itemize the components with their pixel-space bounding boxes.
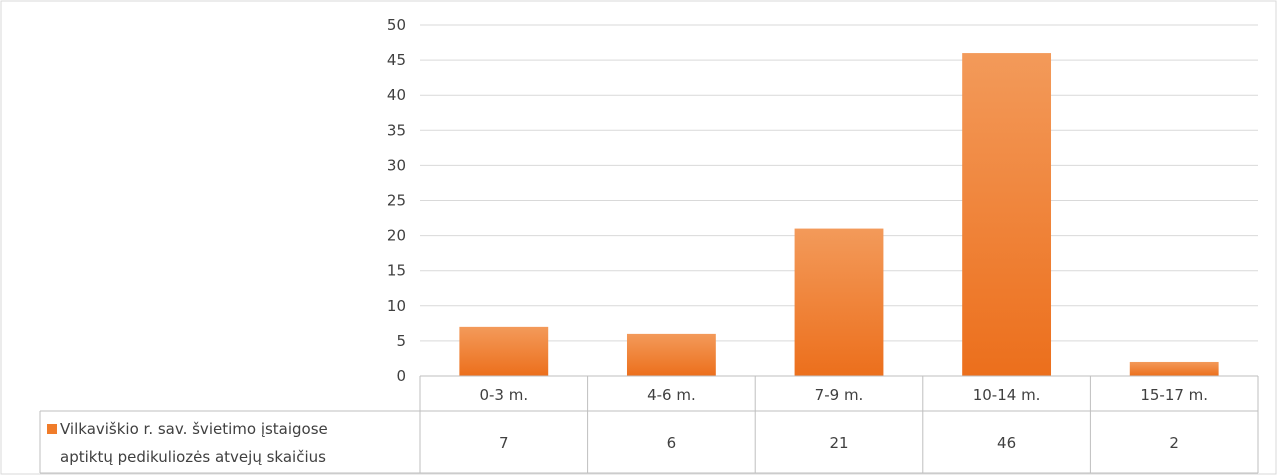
value-label: 46: [997, 434, 1016, 452]
category-label: 4-6 m.: [647, 386, 696, 404]
bar: [1129, 361, 1219, 376]
category-label: 0-3 m.: [479, 386, 528, 404]
y-tick-label: 15: [387, 262, 406, 280]
legend-series-name: Vilkaviškio r. sav. švietimo įstaigose: [60, 420, 328, 438]
legend-series-name: aptiktų pedikuliozės atvejų skaičius: [60, 448, 326, 466]
category-label: 7-9 m.: [815, 386, 864, 404]
legend-swatch: [47, 424, 57, 434]
bar: [459, 326, 549, 376]
bar: [962, 53, 1052, 377]
y-axis-ticks: 0 5 10 15 20 25 30 35 40 45 50: [387, 16, 406, 385]
y-tick-label: 10: [387, 297, 406, 315]
value-label: 6: [667, 434, 677, 452]
value-label: 21: [829, 434, 848, 452]
y-tick-label: 30: [387, 156, 406, 174]
value-label: 2: [1169, 434, 1179, 452]
y-tick-label: 20: [387, 227, 406, 245]
bars: [459, 53, 1219, 377]
y-tick-label: 25: [387, 192, 406, 210]
y-tick-label: 50: [387, 16, 406, 34]
value-label: 7: [499, 434, 509, 452]
category-label: 10-14 m.: [973, 386, 1041, 404]
bar: [626, 333, 716, 376]
y-tick-label: 0: [396, 367, 406, 385]
bar: [794, 228, 884, 376]
data-table: 0-3 m. 4-6 m. 7-9 m. 10-14 m. 15-17 m. 7 6 21 46…: [39, 375, 1259, 474]
y-tick-label: 5: [396, 332, 406, 350]
y-tick-label: 35: [387, 121, 406, 139]
y-tick-label: 45: [387, 51, 406, 69]
y-tick-label: 40: [387, 86, 406, 104]
category-label: 15-17 m.: [1140, 386, 1208, 404]
